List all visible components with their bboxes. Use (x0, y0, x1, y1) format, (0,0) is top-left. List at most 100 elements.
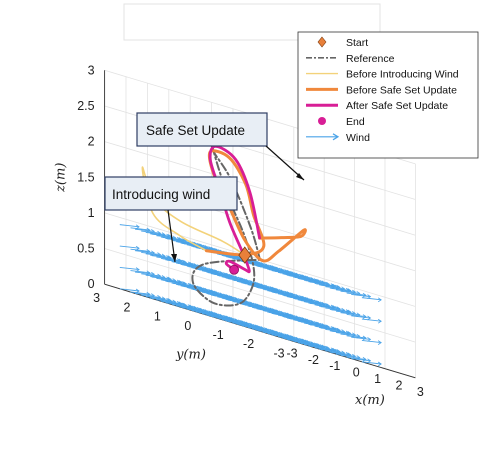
wind-arrow (320, 306, 341, 310)
wind-arrow (173, 261, 193, 265)
wind-arrow (340, 333, 360, 337)
wind-arrow (331, 330, 351, 334)
wind-arrow (199, 312, 219, 316)
x-axis-label: x(m) (355, 393, 385, 408)
wind-arrow (134, 250, 155, 254)
z-tick-label: 3 (88, 63, 95, 77)
wind-arrow (331, 287, 351, 292)
y-tick-label: -3 (273, 346, 284, 360)
wind-arrow (279, 315, 300, 319)
wind-arrow (141, 230, 161, 234)
wind-arrow (301, 300, 321, 304)
wind-arrow (325, 328, 345, 333)
wind-arrow (294, 319, 315, 323)
wind-arrow (162, 258, 182, 262)
wind-arrow (255, 264, 275, 269)
annotation-safe-set: Safe Set Update (136, 112, 305, 181)
wind-arrow (264, 331, 284, 336)
wind-arrow (173, 240, 193, 244)
wind-arrow (264, 267, 284, 271)
wind-arrow (301, 321, 321, 325)
wind-arrowhead (377, 361, 382, 367)
wind-arrowhead (271, 329, 276, 335)
wind-arrow (270, 269, 291, 273)
wind-arrow (177, 305, 198, 309)
wind-arrow (156, 299, 176, 303)
wind-arrow (183, 243, 204, 247)
x-tick-label: 1 (374, 372, 381, 386)
wind-arrow (305, 322, 325, 327)
wind-arrow (279, 293, 300, 297)
z-tick-label: 2 (88, 135, 95, 149)
wind-arrow (244, 304, 265, 308)
wind-arrow (145, 253, 166, 257)
wind-arrowhead (256, 303, 261, 309)
wind-arrow (290, 296, 310, 301)
legend-entry: Reference (306, 53, 395, 65)
wind-arrow (218, 296, 239, 300)
annotation-safe-set-text: Safe Set Update (146, 123, 245, 138)
wind-arrow (346, 313, 367, 318)
wind-arrow (234, 322, 254, 326)
y-tick-label: 3 (93, 291, 100, 305)
wind-arrow (145, 296, 166, 300)
wind-arrow (134, 271, 155, 275)
wind-arrowhead (256, 324, 261, 330)
wind-arrow (244, 283, 265, 287)
wind-arrowhead (362, 314, 367, 319)
legend-label: Reference (346, 53, 395, 65)
wind-arrow (255, 307, 275, 311)
wind-arrow (285, 338, 306, 342)
end-marker (229, 264, 240, 275)
wind-arrow (361, 318, 382, 322)
x-tick-label: 0 (353, 366, 360, 380)
wind-arrow (167, 302, 187, 306)
x-tick-label: 3 (417, 385, 424, 399)
wind-arrow (130, 291, 150, 295)
wind-arrow (264, 289, 284, 293)
wind-arrow (331, 309, 351, 313)
wind-arrow (173, 282, 193, 287)
wind-field (119, 224, 382, 367)
top-frame (123, 3, 381, 41)
wind-arrow (325, 350, 345, 354)
wind-arrow (249, 327, 269, 331)
wind-arrow (183, 307, 204, 311)
annotation-wind: Introducing wind (104, 176, 238, 263)
wind-arrowhead (332, 347, 337, 353)
wind-arrowhead (210, 311, 215, 316)
wind-arrow (340, 312, 360, 316)
legend-label: Start (346, 37, 368, 49)
annotation-wind-arrow (167, 209, 176, 263)
wind-arrow (141, 294, 161, 298)
wind-arrow (361, 361, 382, 365)
wind-arrow (119, 266, 140, 271)
wind-arrow (310, 302, 330, 307)
wind-arrow (141, 273, 161, 277)
legend-entry: Before Safe Set Update (306, 84, 457, 96)
wind-arrow (259, 309, 280, 313)
wind-arrow (234, 301, 254, 305)
wind-arrowhead (347, 331, 352, 336)
legend-label: Wind (346, 132, 370, 144)
wind-arrow (209, 272, 230, 276)
wind-arrowhead (256, 282, 261, 287)
z-tick-label: 1.5 (77, 170, 94, 184)
wind-arrow (214, 316, 234, 320)
wind-arrowhead (347, 352, 352, 358)
wind-arrow (346, 292, 367, 296)
wind-arrow (320, 348, 341, 353)
wind-arrowhead (301, 338, 306, 344)
wind-arrow (340, 354, 360, 359)
legend-label: After Safe Set Update (346, 100, 448, 112)
wind-arrow (325, 307, 345, 311)
x-tick-label: -3 (286, 346, 297, 360)
wind-arrowhead (225, 294, 230, 299)
wind-arrowhead (286, 312, 291, 318)
wind-arrow (290, 318, 310, 322)
wind-arrowhead (286, 269, 291, 275)
wind-arrowhead (225, 315, 230, 321)
wind-arrow (145, 231, 166, 236)
legend-arrowhead-icon (332, 133, 340, 141)
